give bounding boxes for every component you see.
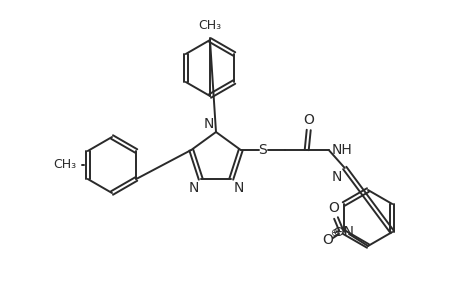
Text: ⊖: ⊖ (329, 228, 337, 238)
Text: NH: NH (331, 143, 352, 157)
Text: CH₃: CH₃ (198, 19, 221, 32)
Text: CH₃: CH₃ (53, 158, 76, 172)
Text: ⊕N: ⊕N (332, 225, 354, 239)
Text: N: N (233, 181, 243, 195)
Text: N: N (188, 181, 198, 195)
Text: O: O (328, 201, 339, 215)
Text: O: O (322, 233, 333, 247)
Text: O: O (302, 113, 313, 127)
Text: N: N (330, 170, 341, 184)
Text: N: N (203, 117, 213, 131)
Text: S: S (258, 143, 267, 157)
